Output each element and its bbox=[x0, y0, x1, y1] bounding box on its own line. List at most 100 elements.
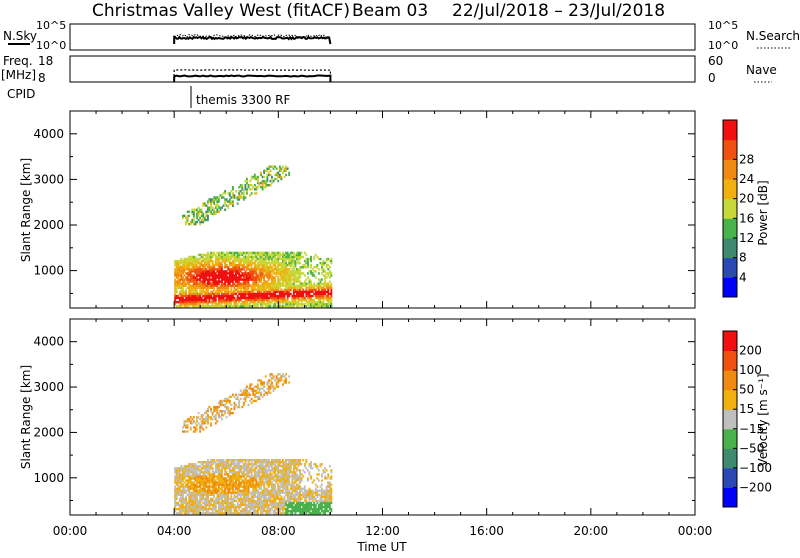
heatmap-cell bbox=[182, 287, 184, 289]
heatmap-cell bbox=[291, 479, 293, 481]
heatmap-cell bbox=[305, 459, 307, 461]
heatmap-cell bbox=[230, 408, 232, 410]
heatmap-cell bbox=[215, 299, 217, 301]
power-frame bbox=[70, 111, 695, 308]
heatmap-cell bbox=[330, 492, 332, 494]
heatmap-cell bbox=[230, 508, 232, 510]
colorbar-tick-label: 24 bbox=[739, 172, 754, 186]
heatmap-cell bbox=[187, 424, 189, 426]
heatmap-cell bbox=[290, 467, 292, 469]
heatmap-cell bbox=[196, 221, 198, 223]
heatmap-cell bbox=[330, 274, 332, 276]
heatmap-cell bbox=[295, 471, 297, 473]
velocity-data-layer bbox=[174, 373, 332, 514]
heatmap-cell bbox=[273, 477, 275, 479]
heatmap-cell bbox=[260, 278, 262, 280]
heatmap-cell bbox=[179, 488, 181, 490]
heatmap-cell bbox=[288, 490, 290, 492]
heatmap-cell bbox=[185, 492, 187, 494]
heatmap-cell bbox=[224, 404, 226, 406]
heatmap-cell bbox=[268, 459, 270, 461]
heatmap-cell bbox=[263, 176, 265, 178]
heatmap-cell bbox=[316, 477, 318, 479]
heatmap-cell bbox=[268, 381, 270, 383]
cpid-program: themis 3300 RF bbox=[196, 93, 290, 107]
heatmap-cell bbox=[180, 258, 182, 260]
heatmap-cell bbox=[330, 488, 332, 490]
colorbar-segment bbox=[723, 218, 737, 238]
heatmap-cell bbox=[234, 461, 236, 463]
heatmap-cell bbox=[235, 190, 237, 192]
heatmap-cell bbox=[193, 481, 195, 483]
heatmap-cell bbox=[324, 471, 326, 473]
heatmap-cell bbox=[251, 402, 253, 404]
heatmap-cell bbox=[207, 510, 209, 512]
heatmap-cell bbox=[255, 479, 257, 481]
heatmap-cell bbox=[207, 496, 209, 498]
heatmap-cell bbox=[251, 398, 253, 400]
heatmap-cell bbox=[229, 490, 231, 492]
heatmap-cell bbox=[290, 293, 292, 295]
nsky-panel: N.Sky 10^5 10^0 10^5 10^0 N.Search bbox=[3, 19, 800, 52]
heatmap-cell bbox=[315, 276, 317, 278]
heatmap-cell bbox=[190, 223, 192, 225]
heatmap-cell bbox=[202, 463, 204, 465]
heatmap-cell bbox=[271, 465, 273, 467]
heatmap-cell bbox=[277, 180, 279, 182]
heatmap-cell bbox=[190, 479, 192, 481]
heatmap-cell bbox=[310, 264, 312, 266]
heatmap-cell bbox=[199, 223, 201, 225]
heatmap-cell bbox=[185, 498, 187, 500]
heatmap-cell bbox=[251, 467, 253, 469]
heatmap-cell bbox=[251, 188, 253, 190]
heatmap-cell bbox=[299, 500, 301, 502]
heatmap-cell bbox=[237, 496, 239, 498]
heatmap-cell bbox=[263, 394, 265, 396]
heatmap-cell bbox=[329, 486, 331, 488]
heatmap-cell bbox=[260, 486, 262, 488]
heatmap-cell bbox=[262, 188, 264, 190]
heatmap-cell bbox=[313, 496, 315, 498]
heatmap-cell bbox=[330, 475, 332, 477]
heatmap-cell bbox=[321, 504, 323, 506]
heatmap-cell bbox=[310, 465, 312, 467]
heatmap-cell bbox=[274, 510, 276, 512]
heatmap-cell bbox=[301, 463, 303, 465]
heatmap-cell bbox=[191, 221, 193, 223]
heatmap-cell bbox=[262, 463, 264, 465]
freq-trace bbox=[174, 76, 330, 83]
heatmap-cell bbox=[190, 426, 192, 428]
heatmap-cell bbox=[305, 461, 307, 463]
heatmap-cell bbox=[201, 500, 203, 502]
heatmap-cell bbox=[232, 502, 234, 504]
heatmap-cell bbox=[196, 471, 198, 473]
heatmap-cell bbox=[301, 473, 303, 475]
heatmap-cell bbox=[282, 172, 284, 174]
heatmap-cell bbox=[262, 396, 264, 398]
heatmap-cell bbox=[245, 502, 247, 504]
heatmap-cell bbox=[277, 467, 279, 469]
heatmap-cell bbox=[299, 496, 301, 498]
heatmap-cell bbox=[326, 477, 328, 479]
heatmap-cell bbox=[279, 459, 281, 461]
heatmap-cell bbox=[188, 512, 190, 514]
heatmap-cell bbox=[226, 198, 228, 200]
heatmap-cell bbox=[273, 180, 275, 182]
heatmap-cell bbox=[259, 390, 261, 392]
heatmap-cell bbox=[191, 422, 193, 424]
heatmap-cell bbox=[212, 412, 214, 414]
heatmap-cell bbox=[329, 266, 331, 268]
heatmap-cell bbox=[277, 386, 279, 388]
heatmap-cell bbox=[277, 381, 279, 383]
heatmap-cell bbox=[246, 180, 248, 182]
heatmap-cell bbox=[188, 215, 190, 217]
heatmap-cell bbox=[215, 479, 217, 481]
heatmap-cell bbox=[182, 496, 184, 498]
heatmap-cell bbox=[266, 488, 268, 490]
heatmap-cell bbox=[271, 481, 273, 483]
heatmap-cell bbox=[182, 479, 184, 481]
heatmap-cell bbox=[205, 506, 207, 508]
heatmap-cell bbox=[199, 473, 201, 475]
heatmap-cell bbox=[220, 416, 222, 418]
heatmap-cell bbox=[224, 190, 226, 192]
